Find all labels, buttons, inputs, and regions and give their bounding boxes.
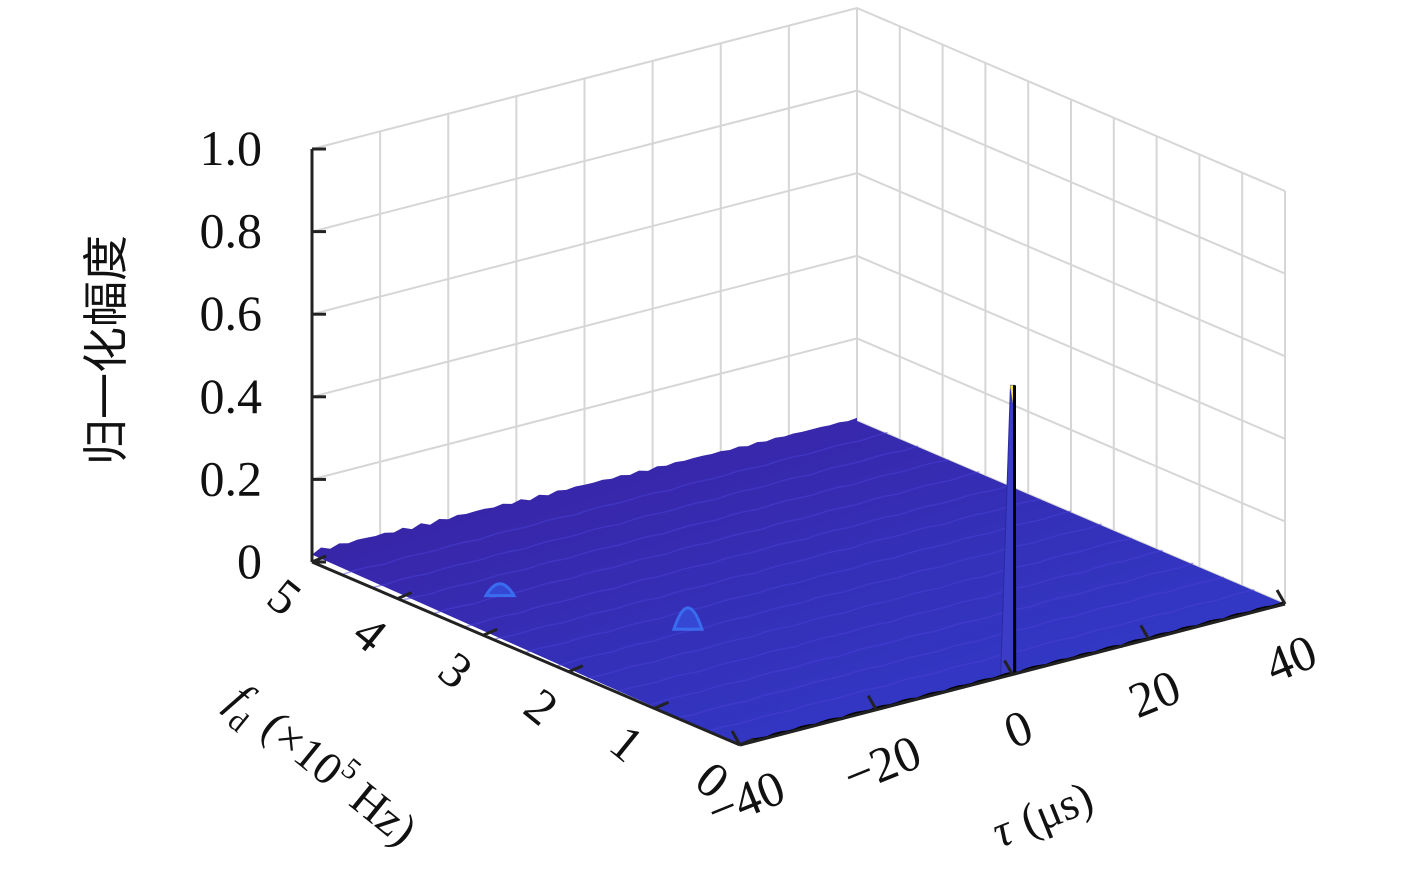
surface-plot (312, 384, 1286, 747)
surface-ripple (403, 459, 949, 601)
x-axis-unit: (μs) (1013, 771, 1100, 846)
y-tick-label: 4 (343, 604, 398, 663)
y-tick (311, 554, 327, 564)
z-axis-label: 归一化幅度 (79, 235, 133, 465)
surface-ripple (678, 576, 1225, 719)
y-tick (482, 627, 498, 637)
z-tick-label: 1.0 (200, 120, 263, 176)
x-tick (730, 730, 742, 746)
x-tick (1003, 659, 1014, 676)
x-tick (866, 695, 878, 711)
z-tick-label: 0.4 (200, 368, 263, 424)
surface-ripple (495, 498, 1041, 640)
y-tick-label: 3 (429, 640, 484, 699)
y-axis-unit-prefix: (×10 (253, 701, 353, 796)
surface-ripple (709, 589, 1255, 732)
x-tick-label: 0 (996, 698, 1040, 759)
z-tick-label: 0.8 (200, 203, 263, 259)
x-tick (1139, 624, 1151, 640)
x-tick-label: 20 (1121, 658, 1188, 729)
side-peak (483, 582, 517, 598)
side-peak (671, 606, 705, 631)
surface-ripple (372, 445, 919, 589)
x-tick-label: 40 (1257, 623, 1324, 694)
grid-lines (311, 6, 1286, 605)
y-tick-label: 2 (514, 677, 569, 736)
y-tick (397, 591, 413, 600)
surface-ripple (525, 510, 1072, 654)
z-tick-label: 0.2 (200, 450, 263, 506)
grid-line (311, 254, 1286, 440)
surface-ripple (617, 549, 1163, 693)
y-tick (653, 701, 669, 710)
z-tick-label: 0.6 (200, 285, 263, 341)
surface-ripple (648, 562, 1194, 707)
surface-ripple (342, 431, 888, 576)
y-tick-label: 5 (257, 567, 312, 626)
surface-ripple (464, 484, 1011, 628)
surface-ripple (586, 537, 1133, 679)
x-axis-symbol: τ (985, 803, 1021, 857)
x-tick (1275, 589, 1287, 605)
y-tick-label: 1 (600, 714, 655, 773)
surface-ripple (434, 471, 980, 615)
x-tick-label: −20 (835, 723, 928, 804)
y-axis-label: fd(×105 Hz) (212, 669, 430, 864)
y-tick (739, 737, 755, 747)
grid-line (311, 89, 1286, 275)
y-tick (568, 664, 584, 674)
grid-line (311, 172, 1286, 358)
y-axis-line (311, 560, 741, 747)
x-axis-label: τ(μs) (985, 771, 1100, 857)
z-tick-label: 0 (237, 533, 262, 589)
grid-line (311, 337, 1286, 523)
surface-floor (312, 417, 1285, 745)
grid-line (311, 6, 1286, 192)
